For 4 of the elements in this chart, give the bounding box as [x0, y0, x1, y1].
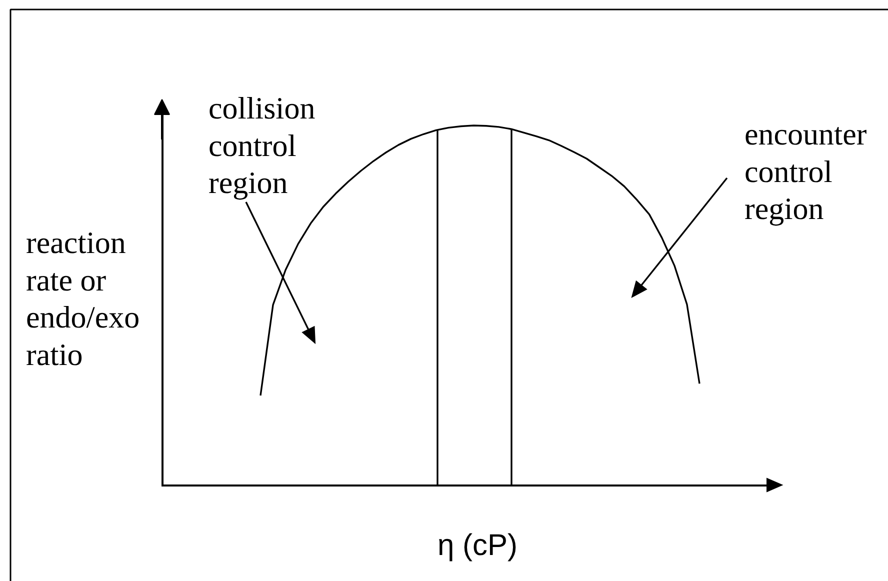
- y-axis-title: reaction rate or endo/exo ratio: [26, 225, 140, 372]
- x-axis-title: η (cP): [437, 529, 518, 562]
- text: encounter control region: [744, 116, 868, 226]
- annotation: collision control region: [208, 90, 316, 200]
